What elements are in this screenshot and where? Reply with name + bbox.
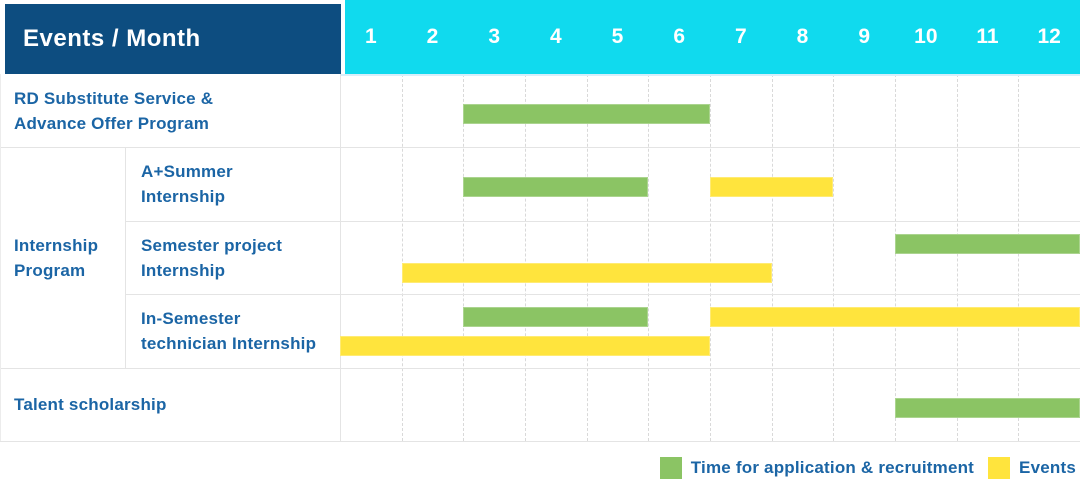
gantt-bar-event-m7-m12 [710, 307, 1080, 327]
month-gridline [401, 74, 403, 441]
group-label-line: Internship [14, 235, 99, 255]
month-label-3: 3 [488, 25, 500, 48]
month-gridline [463, 74, 465, 441]
legend-item-events: Events [988, 457, 1076, 479]
month-gridline [648, 74, 650, 441]
row-label-a-summer-internship: A+Summer Internship [125, 147, 340, 221]
month-label-1: 1 [364, 25, 377, 48]
month-gridline [771, 74, 773, 441]
month-gridline [833, 74, 835, 441]
month-label-7: 7 [734, 25, 747, 48]
gantt-bar-application-m3-m5 [463, 307, 649, 327]
group-label-internship-program: Internship Program [0, 147, 125, 368]
legend-label: Time for application & recruitment [690, 458, 975, 477]
month-label-10: 10 [914, 25, 938, 48]
row-label-talent-scholarship: Talent scholarship [0, 368, 340, 441]
month-gridline [586, 74, 588, 441]
month-label-8: 8 [796, 25, 809, 48]
row-label-in-semester-technician-internship: In-Semester technician Internship [125, 294, 340, 368]
row-label-line: technician Internship [141, 334, 317, 353]
legend-label: Events [1019, 458, 1076, 477]
month-label-11: 11 [976, 25, 999, 48]
grid-border [125, 147, 126, 368]
group-label-line: Program [14, 260, 86, 280]
legend-swatch-application [659, 457, 682, 479]
gantt-bar-event-m2-m7 [401, 263, 772, 283]
row-label-line: Advance Offer Program [14, 113, 210, 133]
legend-item-time-for-application-recruitment: Time for application & recruitment [659, 457, 975, 479]
row-label-line: RD Substitute Service & [14, 88, 214, 108]
legend: Time for application & recruitment Events [659, 456, 1076, 480]
row-label-line: Internship [141, 260, 226, 280]
events-month-header-cell: Events / Month [5, 4, 341, 74]
month-label-12: 12 [1037, 25, 1061, 48]
row-label-line: A+Summer [141, 162, 233, 181]
events-month-title: Events / Month [23, 25, 201, 52]
month-gridline [525, 74, 526, 441]
gantt-bar-application-m3-m5 [463, 177, 649, 197]
grid-border [0, 368, 1080, 369]
grid-border [125, 294, 1080, 295]
month-gridline [895, 74, 896, 441]
legend-swatch-event [988, 457, 1011, 479]
gantt-bar-application-m3-m6 [463, 104, 710, 124]
gantt-bar-application-m10-m12 [895, 398, 1080, 418]
month-gridline [710, 74, 711, 441]
row-label-rd-substitute-service-advance-offer-program: RD Substitute Service & Advance Offer Pro… [0, 74, 340, 147]
grid-border [0, 441, 1080, 442]
gantt-bar-application-m10-m12 [895, 234, 1080, 254]
month-label-2: 2 [426, 25, 439, 48]
month-label-5: 5 [611, 25, 624, 48]
row-label-line: In-Semester [141, 309, 241, 328]
month-gridline [956, 74, 958, 441]
grid-border [125, 221, 1080, 222]
month-label-9: 9 [858, 25, 870, 48]
grid-border [0, 147, 1080, 148]
row-label-line: Internship [141, 187, 226, 206]
grid-border [340, 74, 341, 441]
row-label-line: Talent scholarship [14, 395, 167, 414]
month-label-4: 4 [549, 25, 562, 48]
gantt-bar-event-m1-m6 [340, 336, 710, 356]
month-label-6: 6 [673, 25, 685, 48]
row-label-semester-project-internship: Semester project Internship [125, 221, 340, 294]
month-gridline [1018, 74, 1020, 441]
grid-border [0, 74, 1, 441]
grid-border [340, 74, 1080, 76]
gantt-bar-event-m7-m8 [710, 177, 834, 197]
month-header-strip [345, 0, 1080, 74]
row-label-line: Semester project [141, 235, 283, 255]
